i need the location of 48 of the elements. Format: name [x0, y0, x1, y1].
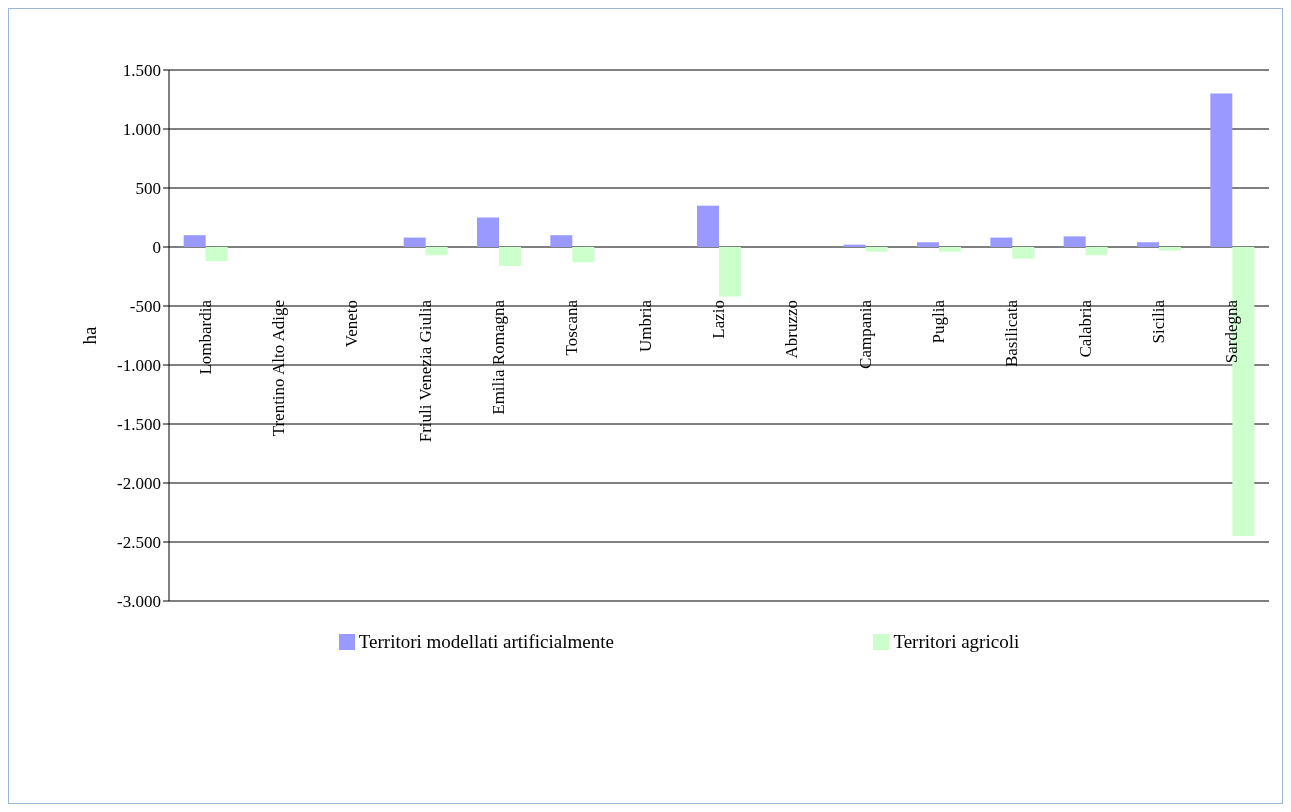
- x-tick-label: Basilicata: [1002, 299, 1022, 368]
- y-axis-title: ha: [78, 325, 100, 345]
- x-tick-label: Sicilia: [1149, 299, 1168, 344]
- y-tick-label: 1.500: [122, 61, 161, 81]
- bar: [1159, 247, 1181, 251]
- x-tick-label: Emilia Romagna: [489, 299, 508, 415]
- y-tick-label: -2.000: [117, 474, 161, 494]
- legend-label: Territori agricoli: [892, 631, 1020, 653]
- x-tick-label: Abruzzo: [782, 300, 802, 359]
- bar: [865, 247, 888, 252]
- bar: [499, 247, 521, 266]
- bar: [403, 237, 426, 247]
- y-tick-label: -2.500: [117, 533, 161, 553]
- x-tick-label: Sardegna: [1222, 299, 1242, 364]
- bar: [1063, 236, 1086, 247]
- bar: [205, 247, 228, 262]
- x-tick-label: Umbria: [635, 299, 655, 352]
- bar: [477, 217, 499, 247]
- y-tick-label: -1.000: [117, 356, 161, 376]
- x-tick-label: Calabria: [1075, 299, 1095, 358]
- bar: [917, 242, 939, 247]
- bar: [719, 247, 741, 297]
- y-tick-label: 500: [135, 179, 161, 199]
- bar: [697, 205, 719, 247]
- x-tick-label: Trentino Alto Adige: [269, 300, 288, 437]
- x-tick-label: Lombardia: [195, 299, 215, 375]
- y-tick-label: -1.500: [117, 415, 161, 435]
- x-tick-label: Campania: [855, 299, 875, 369]
- bar: [1012, 247, 1035, 259]
- bar: [183, 235, 206, 247]
- legend-label: Territori modellati artificialmente: [357, 631, 614, 653]
- y-tick-label: -3.000: [117, 592, 161, 612]
- y-tick-label: -500: [129, 297, 161, 317]
- bar: [1137, 242, 1159, 247]
- bar: [1085, 247, 1108, 256]
- bar: [572, 247, 595, 263]
- bar: [425, 247, 448, 256]
- bar: [939, 247, 961, 252]
- bar: [550, 235, 573, 247]
- x-tick-label: Friuli Venezia Giulia: [415, 299, 435, 443]
- y-tick-label: 1.000: [122, 120, 161, 140]
- x-tick-label: Toscana: [562, 299, 582, 356]
- bar: [1210, 93, 1233, 247]
- bar: [990, 237, 1013, 247]
- y-tick-label: 0: [152, 238, 161, 258]
- x-tick-label: Lazio: [709, 300, 728, 339]
- x-tick-label: Puglia: [929, 299, 948, 344]
- x-tick-label: Veneto: [342, 300, 362, 348]
